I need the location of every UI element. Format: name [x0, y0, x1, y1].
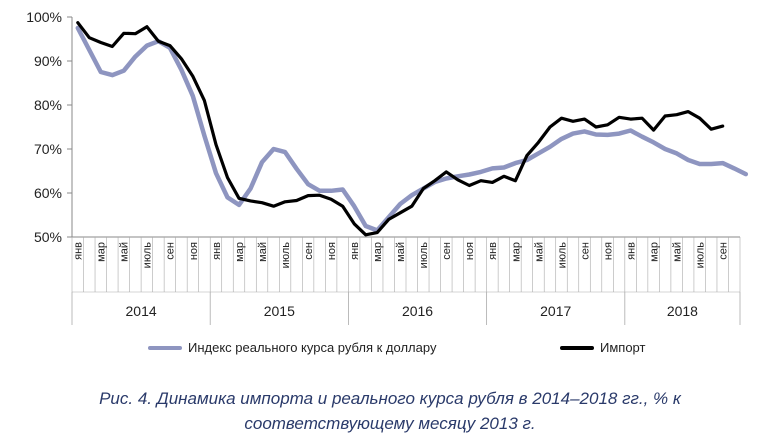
x-month-label: мар	[234, 242, 246, 262]
y-tick-label: 50%	[34, 229, 62, 245]
x-month-label: янв	[625, 242, 637, 260]
x-month-label: июль	[280, 242, 292, 269]
series-line-import	[76, 21, 725, 237]
x-month-label: мар	[96, 242, 108, 262]
x-month-label: янв	[487, 242, 499, 260]
x-month-label: май	[533, 242, 545, 262]
legend-item-real-rate-index: Индекс реального курса рубля к доллару	[148, 340, 436, 355]
x-month-label: янв	[211, 242, 223, 260]
x-month-label: янв	[349, 242, 361, 260]
y-tick-label: 80%	[34, 97, 62, 113]
x-month-label: сен	[165, 242, 177, 260]
x-month-label: сен	[441, 242, 453, 260]
x-month-label: май	[257, 242, 269, 262]
x-month-label: июль	[695, 242, 707, 269]
x-month-label: июль	[556, 242, 568, 269]
x-month-label: июль	[142, 242, 154, 269]
x-month-label: ноя	[188, 242, 200, 260]
x-month-label: сен	[303, 242, 315, 260]
x-month-label: сен	[579, 242, 591, 260]
legend-item-import: Импорт	[560, 340, 645, 355]
x-month-label: ноя	[326, 242, 338, 260]
caption-line-2: соответствующему месяцу 2013 г.	[244, 414, 536, 433]
series-layer	[75, 21, 749, 237]
legend-label-real-rate-index: Индекс реального курса рубля к доллару	[188, 340, 437, 355]
legend: Индекс реального курса рубля к доллару И…	[0, 336, 780, 360]
x-month-label: июль	[418, 242, 430, 269]
legend-swatch-real-rate-index	[148, 345, 182, 350]
x-month-label: сен	[718, 242, 730, 260]
year-label: 2014	[126, 303, 157, 319]
legend-swatch-import	[560, 345, 594, 350]
y-tick-label: 90%	[34, 53, 62, 69]
year-label: 2015	[264, 303, 295, 319]
figure-caption: Рис. 4. Динамика импорта и реального кур…	[0, 386, 780, 436]
y-axis: 50% 60% 70% 80% 90% 100%	[26, 9, 73, 245]
line-chart: 50%60%70%80%90%100% янв мар май июль сен ноя я…	[26, 9, 749, 325]
y-tick-label: 60%	[34, 185, 62, 201]
x-month-label: май	[395, 242, 407, 262]
x-month-label: янв	[73, 242, 85, 260]
x-month-label: ноя	[464, 242, 476, 260]
x-month-label: май	[119, 242, 131, 262]
y-tick-label: 70%	[34, 141, 62, 157]
x-axis: янв мар май июль сен ноя янв мар май июль сен ноя ян…	[71, 236, 741, 325]
caption-line-1: Рис. 4. Динамика импорта и реального кур…	[99, 389, 681, 408]
x-month-label: ноя	[602, 242, 614, 260]
legend-label-import: Импорт	[600, 340, 646, 355]
x-month-label: мар	[648, 242, 660, 262]
x-month-label: мар	[372, 242, 384, 262]
x-month-label: май	[672, 242, 684, 262]
year-label: 2017	[540, 303, 571, 319]
year-label: 2016	[402, 303, 433, 319]
year-label: 2018	[667, 303, 698, 319]
x-month-label: мар	[510, 242, 522, 262]
y-tick-label: 100%	[26, 9, 62, 25]
series-line-real-rate-index	[75, 25, 749, 233]
